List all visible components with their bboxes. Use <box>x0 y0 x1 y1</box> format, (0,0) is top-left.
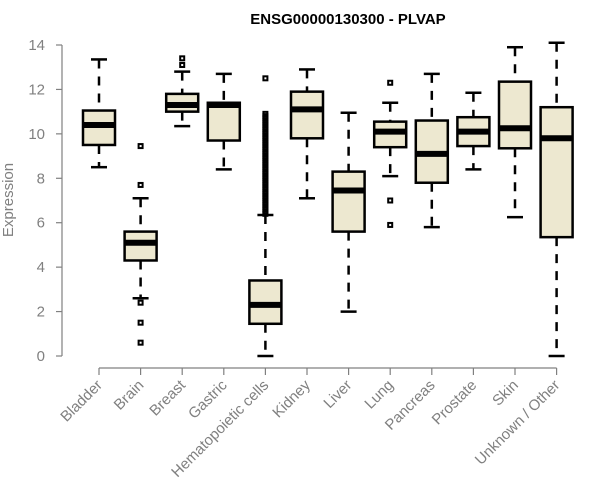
outlier-point <box>387 221 394 228</box>
y-tick-label: 0 <box>37 348 45 365</box>
y-axis: 0 2 4 6 8 10 12 14 <box>28 37 63 365</box>
y-tick-label: 8 <box>37 170 45 187</box>
y-tick-label: 14 <box>28 37 45 54</box>
outlier-point <box>137 299 144 306</box>
outlier-point <box>137 143 144 150</box>
box-iqr <box>206 101 242 142</box>
box-group <box>164 55 200 128</box>
box-iqr <box>497 80 533 150</box>
outlier-point <box>137 319 144 326</box>
y-tick-label: 2 <box>37 304 45 321</box>
x-tick-label: Skin <box>489 377 522 410</box>
y-tick-label: 12 <box>28 81 45 98</box>
outlier-point <box>137 339 144 346</box>
box-group <box>206 72 242 171</box>
box-iqr <box>123 230 158 262</box>
x-tick-label: Breast <box>146 376 189 419</box>
x-tick-label: Prostate <box>429 377 481 429</box>
box-series <box>81 41 574 358</box>
outlier-point <box>262 210 269 217</box>
x-tick-label: Brain <box>111 377 148 414</box>
y-tick-label: 10 <box>28 126 45 143</box>
outlier-point <box>179 55 186 62</box>
box-group <box>372 79 408 228</box>
box-group <box>414 72 450 229</box>
outlier-point <box>137 181 144 188</box>
box-iqr <box>289 90 325 140</box>
outlier-point <box>387 79 394 86</box>
box-group <box>248 75 283 358</box>
outlier-point <box>387 197 394 204</box>
x-tick-label: Liver <box>320 377 355 412</box>
box-group <box>81 58 117 169</box>
x-tick-label: Lung <box>361 377 397 413</box>
y-tick-label: 4 <box>37 259 45 276</box>
box-group <box>123 143 158 346</box>
x-tick-label: Bladder <box>57 377 106 426</box>
y-axis-label: Expression <box>0 163 17 237</box>
box-group <box>456 91 491 171</box>
box-group <box>497 45 533 219</box>
outlier-point <box>262 75 269 82</box>
box-group <box>539 41 574 358</box>
box-group <box>331 111 366 313</box>
chart-title: ENSG00000130300 - PLVAP <box>250 11 445 28</box>
box-iqr <box>539 105 574 239</box>
box-group <box>289 68 325 200</box>
x-tick-label: Kidney <box>269 376 314 421</box>
y-tick-label: 6 <box>37 215 45 232</box>
box-iqr <box>331 170 366 233</box>
outlier-point <box>179 61 186 68</box>
